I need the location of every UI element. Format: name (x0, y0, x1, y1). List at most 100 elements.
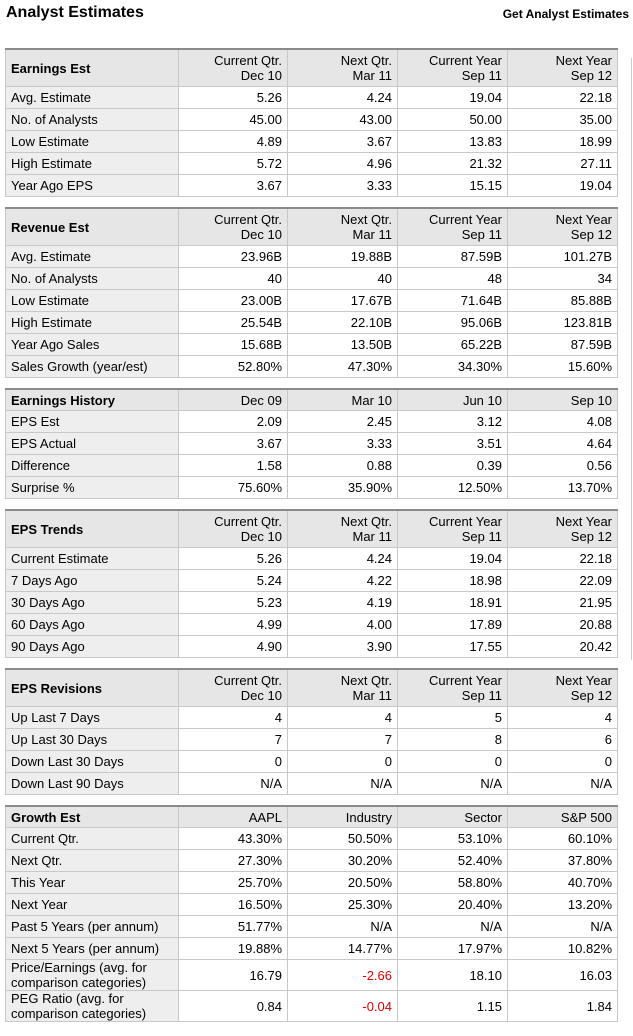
data-row: Next Year 16.50% 25.30% 20.40% 13.20% (5, 893, 618, 916)
column-header: Current Year Sep 11 (397, 509, 508, 548)
column-header: Next Qtr. Mar 11 (287, 207, 398, 246)
cell-value: 123.81B (507, 311, 618, 334)
data-row: 7 Days Ago 5.24 4.22 18.98 22.09 (5, 569, 618, 592)
data-row: 90 Days Ago 4.90 3.90 17.55 20.42 (5, 635, 618, 658)
cell-value: 18.98 (397, 569, 508, 592)
column-header-line: Current Year (429, 212, 502, 227)
cell-value: 4.24 (287, 547, 398, 570)
cell-value: 13.70% (507, 476, 618, 499)
data-table: Growth Est AAPL Industry Sector S&P 500 Curre… (5, 805, 618, 1022)
cell-value: 85.88B (507, 289, 618, 312)
cell-value: 47.30% (287, 355, 398, 378)
header-row: Earnings History Dec 09 Mar 10 Jun 10 Sep 10 (5, 388, 618, 411)
cell-value: 5 (397, 706, 508, 729)
cell-value: N/A (507, 772, 618, 795)
column-header-line: Dec 10 (240, 227, 282, 242)
cell-value: 40.70% (507, 871, 618, 894)
cell-value: 1.15 (397, 990, 508, 1022)
cell-value: 12.50% (397, 476, 508, 499)
cell-value: 0 (178, 750, 288, 773)
row-label: Difference (5, 454, 179, 477)
column-header-line: Current Year (429, 514, 502, 529)
data-row: PEG Ratio (avg. for comparison categorie… (5, 990, 618, 1022)
cell-value: -2.66 (287, 959, 398, 991)
cell-value: 3.12 (397, 410, 508, 433)
data-table: EPS Trends Current Qtr. Dec 10 Next Qtr. Mar… (5, 509, 618, 658)
header-row: Revenue Est Current Qtr. Dec 10 Next Qtr. Ma… (5, 207, 618, 246)
cell-value: 71.64B (397, 289, 508, 312)
column-header: Next Year Sep 12 (507, 509, 618, 548)
data-row: Up Last 7 Days 4 4 5 4 (5, 706, 618, 729)
header: Analyst Estimates Get Analyst Estimates (0, 0, 633, 30)
cell-value: 4.19 (287, 591, 398, 614)
cell-value: N/A (287, 772, 398, 795)
data-row: Year Ago Sales 15.68B 13.50B 65.22B 87.59B (5, 333, 618, 356)
cell-value: 21.32 (397, 152, 508, 175)
cell-value: 0 (287, 750, 398, 773)
data-row: Past 5 Years (per annum) 51.77% N/A N/A N/A (5, 915, 618, 938)
data-row: Up Last 30 Days 7 7 8 6 (5, 728, 618, 751)
column-header-line: Sep 11 (461, 688, 502, 703)
row-label: EPS Est (5, 410, 179, 433)
cell-value: 4.90 (178, 635, 288, 658)
cell-value: 25.54B (178, 311, 288, 334)
column-header: Current Year Sep 11 (397, 48, 508, 87)
estimates-link[interactable]: Get Analyst Estimates (502, 7, 629, 21)
data-row: Sales Growth (year/est) 52.80% 47.30% 34.30… (5, 355, 618, 378)
cell-value: 22.10B (287, 311, 398, 334)
column-header-line: Next Qtr. (340, 673, 392, 688)
cell-value: 1.84 (507, 990, 618, 1022)
column-header-line: S&P 500 (560, 809, 612, 825)
column-header-line: Dec 10 (240, 68, 282, 83)
cell-value: 43.30% (178, 827, 288, 850)
column-header-line: Current Qtr. (214, 514, 282, 529)
cell-value: 4.99 (178, 613, 288, 636)
column-header-line: Sep 11 (461, 68, 502, 83)
cell-value: 20.88 (507, 613, 618, 636)
row-label: Year Ago Sales (5, 333, 179, 356)
column-header-line: Next Year (555, 53, 612, 68)
column-header: S&P 500 (507, 805, 618, 828)
cell-value: 75.60% (178, 476, 288, 499)
column-header-line: Sep 12 (570, 529, 612, 544)
page-title: Analyst Estimates (6, 4, 144, 21)
data-row: EPS Est 2.09 2.45 3.12 4.08 (5, 410, 618, 433)
column-header: Next Year Sep 12 (507, 48, 618, 87)
cell-value: 27.11 (507, 152, 618, 175)
cell-value: 10.82% (507, 937, 618, 960)
column-header-line: Next Qtr. (340, 212, 392, 227)
data-row: This Year 25.70% 20.50% 58.80% 40.70% (5, 871, 618, 894)
cell-value: 58.80% (397, 871, 508, 894)
cell-value: 0 (507, 750, 618, 773)
row-label: 90 Days Ago (5, 635, 179, 658)
cell-value: 0.56 (507, 454, 618, 477)
column-header-line: Mar 11 (352, 68, 393, 83)
row-label: No. of Analysts (5, 108, 179, 131)
cell-value: 6 (507, 728, 618, 751)
cell-value: 4.89 (178, 130, 288, 153)
scrollbar (631, 58, 632, 660)
column-header-line: Sep 11 (461, 227, 502, 242)
column-header-line: Sector (464, 809, 502, 825)
column-header: Sep 10 (507, 388, 618, 411)
cell-value: 95.06B (397, 311, 508, 334)
cell-value: 0.39 (397, 454, 508, 477)
cell-value: 16.79 (178, 959, 288, 991)
row-label: Year Ago EPS (5, 174, 179, 197)
data-table: Revenue Est Current Qtr. Dec 10 Next Qtr. Ma… (5, 207, 618, 378)
row-label: This Year (5, 871, 179, 894)
data-row: Low Estimate 23.00B 17.67B 71.64B 85.88B (5, 289, 618, 312)
tables: Earnings Est Current Qtr. Dec 10 Next Qtr. M… (5, 48, 618, 1032)
column-header: Dec 09 (178, 388, 288, 411)
cell-value: 3.90 (287, 635, 398, 658)
column-header-line: Current Year (429, 673, 502, 688)
cell-value: 16.03 (507, 959, 618, 991)
column-header-line: Jun 10 (462, 392, 502, 408)
cell-value: 25.30% (287, 893, 398, 916)
data-table: Earnings History Dec 09 Mar 10 Jun 10 Sep 10… (5, 388, 618, 499)
cell-value: 60.10% (507, 827, 618, 850)
cell-value: 27.30% (178, 849, 288, 872)
table-title: Growth Est (5, 805, 179, 828)
column-header: Current Qtr. Dec 10 (178, 207, 288, 246)
